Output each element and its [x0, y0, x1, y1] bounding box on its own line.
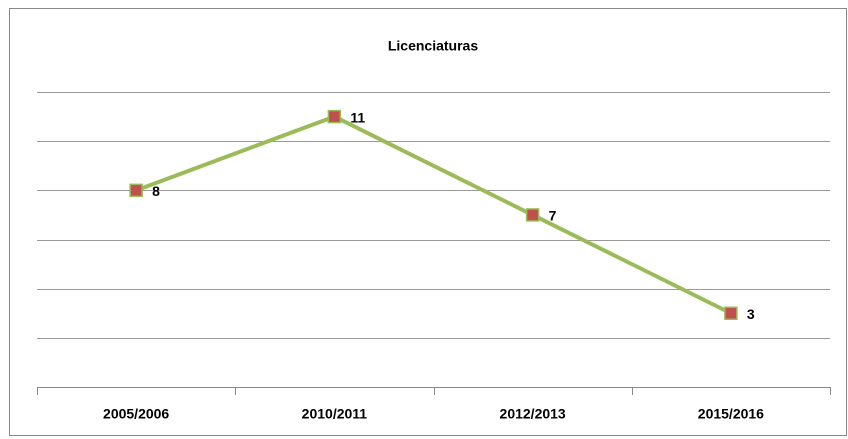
data-label: 7: [549, 208, 557, 224]
marker: [129, 183, 143, 198]
marker: [724, 306, 738, 320]
data-label: 8: [152, 183, 160, 199]
x-tick-label: 2012/2013: [500, 406, 566, 422]
data-label: 3: [747, 306, 755, 322]
marker: [327, 109, 342, 124]
data-label: 11: [350, 109, 365, 125]
series-line: [135, 114, 732, 316]
chart-title: Licenciaturas: [388, 38, 478, 54]
chart-border: [9, 8, 847, 436]
x-tick-label: 2010/2011: [302, 406, 368, 422]
marker: [525, 208, 540, 222]
x-tick-label: 2005/2006: [103, 406, 169, 422]
x-tick-label: 2015/2016: [698, 406, 764, 422]
